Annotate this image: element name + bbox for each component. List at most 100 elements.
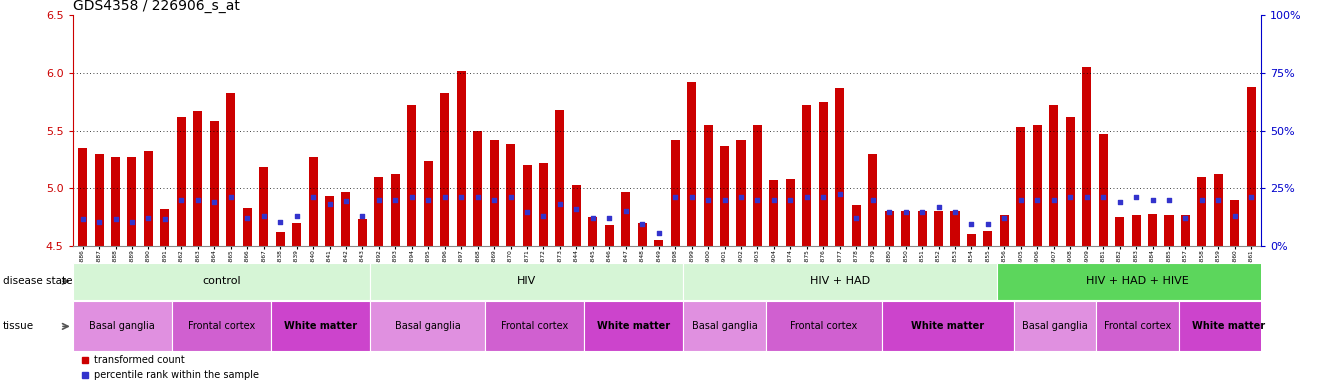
Bar [1014,301,1096,351]
Point [500,194,521,200]
Point [829,191,850,197]
Bar [869,154,878,246]
Bar [851,205,861,246]
Point [71,216,93,222]
Bar [177,117,186,246]
Bar [539,163,549,246]
Bar [243,208,251,246]
Bar [555,110,564,246]
Bar [73,301,172,351]
Text: HIV + HAD: HIV + HAD [810,276,870,286]
Point [846,215,867,221]
Point [928,204,949,210]
Bar [966,234,976,246]
Point [319,201,340,207]
Bar [1114,217,1124,246]
Bar [1132,215,1141,246]
Point [533,213,554,219]
Bar [1198,177,1207,246]
Bar [802,105,812,246]
Bar [683,301,765,351]
Point [1043,197,1064,203]
Point [418,197,439,203]
Point [747,197,768,203]
Bar [621,192,631,246]
Text: Basal ganglia: Basal ganglia [691,321,758,331]
Point [517,209,538,215]
Bar [111,157,120,246]
Point [698,197,719,203]
Bar [917,211,927,246]
Bar [720,146,730,246]
Bar [374,177,383,246]
Point [813,194,834,200]
Point [188,197,209,203]
Bar [94,154,103,246]
Bar [637,223,646,246]
Bar [506,144,516,246]
Bar [424,161,432,246]
Point [763,197,784,203]
Bar [1050,105,1059,246]
Bar [456,71,465,246]
Point [286,213,307,219]
Legend: transformed count, percentile rank within the sample: transformed count, percentile rank withi… [78,351,263,384]
Bar [1179,301,1277,351]
Point [780,197,801,203]
Bar [1147,214,1157,246]
Bar [127,157,136,246]
Text: Basal ganglia: Basal ganglia [90,321,155,331]
Point [944,209,965,215]
Text: Frontal cortex: Frontal cortex [791,321,858,331]
Bar [765,301,882,351]
Point [270,218,291,225]
Bar [1099,134,1108,246]
Point [402,194,423,200]
Point [1060,194,1081,200]
Bar [1066,117,1075,246]
Bar [325,196,334,246]
Bar [683,263,997,300]
Bar [1231,200,1240,246]
Bar [572,185,580,246]
Point [731,194,752,200]
Bar [1247,87,1256,246]
Text: Basal ganglia: Basal ganglia [1022,321,1088,331]
Point [1010,197,1031,203]
Point [253,213,274,219]
Point [566,206,587,212]
Bar [984,231,993,246]
Point [599,215,620,221]
Point [1092,194,1113,200]
Bar [473,131,483,246]
Text: GDS4358 / 226906_s_at: GDS4358 / 226906_s_at [73,0,239,13]
Bar [1032,125,1042,246]
Point [961,221,982,227]
Point [1158,197,1179,203]
Text: Frontal cortex: Frontal cortex [501,321,568,331]
Point [104,216,126,222]
Point [1109,199,1130,205]
Point [467,194,488,200]
Text: White matter: White matter [1191,321,1265,331]
Bar [73,263,370,300]
Text: White matter: White matter [598,321,670,331]
Point [89,218,110,225]
Point [1076,194,1097,200]
Bar [951,211,960,246]
Point [221,194,242,200]
Point [369,197,390,203]
Point [796,194,817,200]
Bar [736,140,746,246]
Bar [308,157,317,246]
Text: HIV: HIV [517,276,537,286]
Text: tissue: tissue [3,321,34,331]
Point [862,197,883,203]
Point [1191,197,1212,203]
Bar [370,263,683,300]
Point [204,199,225,205]
Bar [370,301,485,351]
Bar [226,93,235,246]
Bar [1165,215,1174,246]
Text: disease state: disease state [3,276,73,286]
